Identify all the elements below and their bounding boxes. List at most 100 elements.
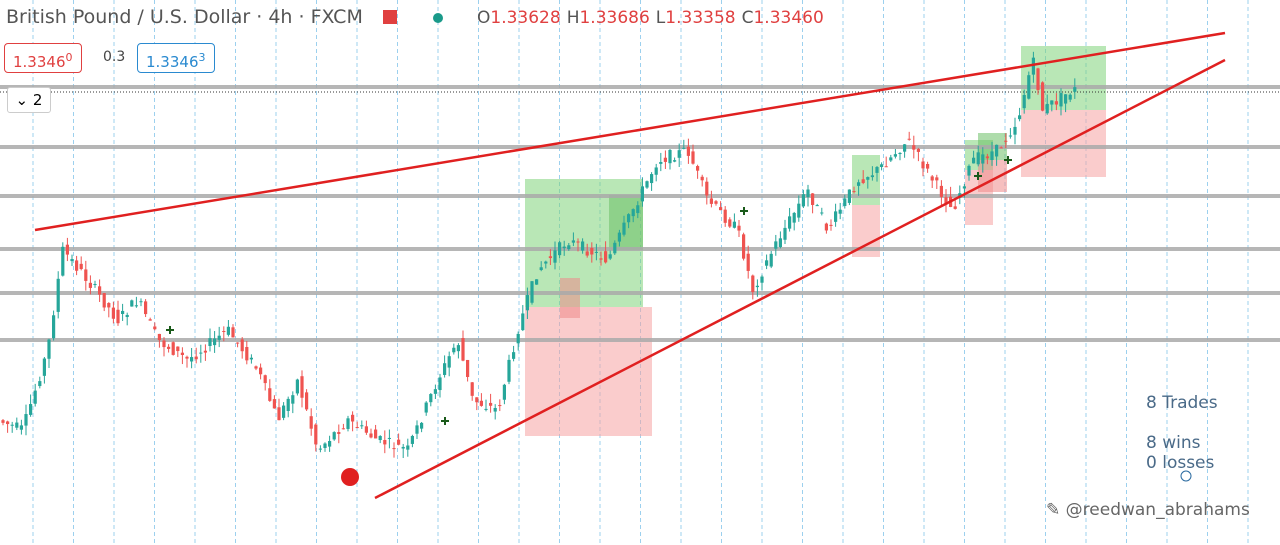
candle-body bbox=[249, 357, 253, 360]
ohlc-key: C bbox=[741, 8, 754, 28]
candle-body bbox=[1027, 75, 1031, 99]
candle-body bbox=[889, 157, 893, 161]
candle-body bbox=[107, 303, 111, 308]
candle-body bbox=[737, 225, 741, 231]
candle-body bbox=[167, 346, 171, 349]
candle-body bbox=[332, 432, 336, 440]
candle-body bbox=[617, 232, 621, 242]
buy-button[interactable]: 1.33463 bbox=[137, 43, 215, 73]
candle-body bbox=[144, 301, 148, 315]
candle-body bbox=[125, 314, 129, 318]
cursor bbox=[1180, 470, 1192, 482]
candle-body bbox=[15, 422, 19, 428]
candle-body bbox=[608, 254, 612, 259]
candle-body bbox=[1050, 100, 1054, 105]
candle-body bbox=[728, 219, 732, 227]
candle-body bbox=[521, 313, 525, 331]
candle-body bbox=[627, 214, 631, 223]
candle-body bbox=[976, 152, 980, 165]
candle-body bbox=[525, 295, 529, 311]
candle-body bbox=[1073, 87, 1077, 92]
candle-body bbox=[691, 151, 695, 164]
candle-body bbox=[916, 148, 920, 152]
candle-body bbox=[893, 154, 897, 157]
candle-body bbox=[185, 356, 189, 359]
candle-body bbox=[571, 240, 575, 243]
candle-body bbox=[696, 166, 700, 171]
candle-body bbox=[769, 253, 773, 267]
candle-body bbox=[194, 356, 198, 360]
candle-body bbox=[24, 414, 28, 426]
candle-body bbox=[98, 286, 102, 295]
candle-body bbox=[636, 205, 640, 214]
candle-body bbox=[268, 388, 272, 401]
candle-body bbox=[650, 174, 654, 184]
candle-body bbox=[861, 179, 865, 184]
candle-body bbox=[723, 209, 727, 223]
candle-body bbox=[939, 185, 943, 197]
candle-body bbox=[1022, 94, 1026, 109]
candle-body bbox=[1036, 68, 1040, 91]
candle-body bbox=[581, 241, 585, 251]
candle-body bbox=[84, 269, 88, 281]
candle-body bbox=[397, 439, 401, 445]
candle-body bbox=[935, 177, 939, 181]
candle-body bbox=[502, 384, 506, 400]
candle-body bbox=[673, 160, 677, 162]
candle-body bbox=[870, 175, 874, 178]
candle-body bbox=[640, 186, 644, 202]
candle-body bbox=[907, 138, 911, 140]
losses-count: 0 losses bbox=[1146, 453, 1215, 473]
candle-body bbox=[305, 392, 309, 410]
trades-count: 8 Trades bbox=[1146, 393, 1218, 413]
candle-body bbox=[102, 293, 106, 308]
candle-body bbox=[493, 407, 497, 412]
candle-body bbox=[714, 201, 718, 204]
candle-body bbox=[88, 282, 92, 288]
candle-body bbox=[847, 189, 851, 203]
candle-body bbox=[208, 338, 212, 347]
candle-body bbox=[903, 144, 907, 152]
candle-body bbox=[61, 246, 65, 276]
candle-body bbox=[558, 242, 562, 256]
candle-body bbox=[838, 209, 842, 214]
candle-body bbox=[599, 258, 603, 260]
candle-body bbox=[498, 405, 502, 407]
candle-body bbox=[323, 443, 327, 448]
candle-body bbox=[410, 435, 414, 444]
flag-icon[interactable] bbox=[382, 10, 397, 24]
candle-body bbox=[1031, 57, 1035, 75]
candle-body bbox=[1018, 115, 1022, 120]
candle-body bbox=[631, 209, 635, 217]
candle-body bbox=[663, 157, 667, 162]
ohlc-key: L bbox=[655, 8, 666, 28]
candle-body bbox=[985, 156, 989, 159]
candle-body bbox=[806, 189, 810, 198]
candle-body bbox=[47, 339, 51, 359]
candle-body bbox=[705, 181, 709, 196]
candle-body bbox=[470, 382, 474, 396]
candle-body bbox=[383, 440, 387, 445]
candle-body bbox=[751, 275, 755, 293]
candle-body bbox=[829, 224, 833, 226]
candle-body bbox=[337, 432, 341, 434]
candle-body bbox=[392, 448, 396, 450]
candle-body bbox=[1041, 82, 1045, 111]
candle-body bbox=[364, 426, 368, 433]
entry-marker bbox=[974, 172, 982, 180]
candle-body bbox=[857, 182, 861, 186]
candle-body bbox=[567, 245, 571, 250]
candle-body bbox=[484, 408, 488, 410]
candle-body bbox=[645, 181, 649, 188]
candle-body bbox=[990, 151, 994, 161]
trade-box bbox=[525, 307, 652, 436]
candle-body bbox=[820, 212, 824, 214]
indicator-toggle[interactable]: ⌄ 2 bbox=[7, 87, 51, 113]
candle-body bbox=[466, 359, 470, 378]
candle-body bbox=[512, 352, 516, 359]
candle-body bbox=[286, 398, 290, 411]
sell-button[interactable]: 1.33460 bbox=[4, 43, 82, 73]
interval: 4h bbox=[268, 6, 293, 28]
source: FXCM bbox=[310, 6, 363, 28]
candle-body bbox=[815, 205, 819, 207]
